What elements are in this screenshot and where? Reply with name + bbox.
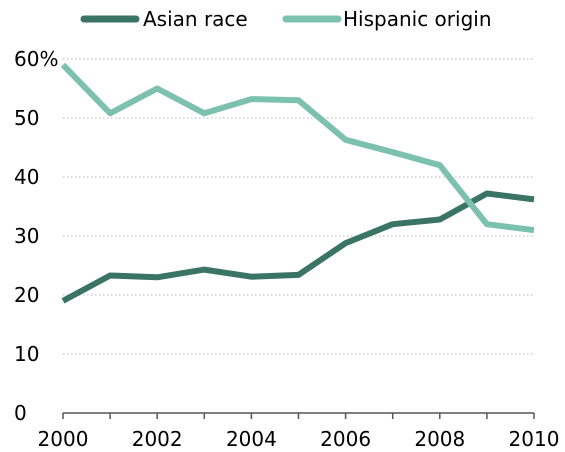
x-tick-label: 2008 — [414, 427, 465, 451]
series-line-hispanic-origin — [60, 62, 535, 234]
y-tick-label: 10 — [14, 342, 39, 366]
legend-label-asian-race: Asian race — [143, 7, 248, 31]
x-tick-label: 2000 — [38, 427, 89, 451]
series-lines — [60, 62, 535, 304]
y-tick-label: 60% — [14, 47, 58, 71]
y-tick-label: 20 — [14, 283, 39, 307]
x-tick-label: 2002 — [132, 427, 183, 451]
legend-label-hispanic-origin: Hispanic origin — [343, 7, 492, 31]
x-tick-label: 2006 — [320, 427, 371, 451]
y-tick-label: 30 — [14, 224, 39, 248]
gridlines — [63, 58, 534, 355]
y-tick-label: 0 — [14, 401, 27, 425]
y-axis-tick-labels: 0 10 20 30 40 50 60% — [14, 47, 58, 425]
x-axis: 2000 2002 2004 2006 2008 2010 — [38, 412, 560, 451]
x-tick-label: 2010 — [509, 427, 560, 451]
series-line-asian-race — [61, 190, 535, 304]
y-tick-label: 50 — [14, 106, 39, 130]
legend: Asian race Hispanic origin — [80, 7, 492, 31]
y-tick-label: 40 — [14, 165, 39, 189]
x-tick-label: 2004 — [226, 427, 277, 451]
